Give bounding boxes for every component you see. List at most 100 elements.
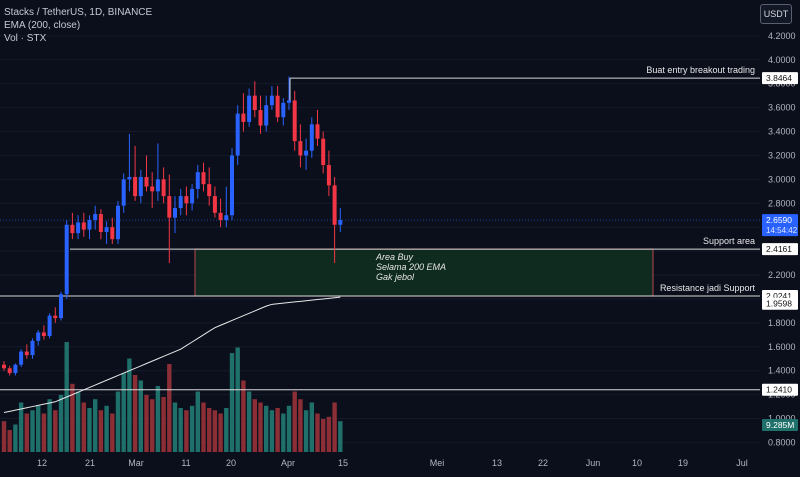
candle-body xyxy=(47,315,52,337)
volume-bar xyxy=(207,408,212,452)
candle-body xyxy=(258,110,263,126)
candle-body xyxy=(93,214,98,221)
price-axis-label: 4.2000 xyxy=(768,31,796,41)
volume-bar xyxy=(132,375,138,452)
volume-bar xyxy=(332,402,337,452)
volume-bar xyxy=(18,402,24,452)
price-axis-label: 4.0000 xyxy=(768,55,796,65)
candle-body xyxy=(264,105,269,126)
ema-200-line xyxy=(3,296,341,414)
volume-bar xyxy=(224,408,229,452)
candle-body xyxy=(218,212,223,221)
volume-bar xyxy=(246,391,252,452)
volume-bar xyxy=(58,394,64,452)
price-badge xyxy=(762,214,798,237)
candle-body xyxy=(41,332,46,337)
volume-bar xyxy=(235,347,240,452)
candle-body xyxy=(247,95,252,122)
volume-bar xyxy=(121,372,126,452)
volume-bar xyxy=(178,408,183,452)
volume-bar xyxy=(47,399,52,452)
volume-bar xyxy=(36,405,41,452)
candle-body xyxy=(110,227,115,240)
candle-body xyxy=(338,220,343,225)
price-axis-label: 3.6000 xyxy=(768,103,796,113)
volume-bar xyxy=(98,410,104,452)
buy-zone-text: Selama 200 EMA xyxy=(376,262,446,272)
volume-bar xyxy=(269,410,275,452)
volume-bar xyxy=(155,386,161,452)
time-axis-label: 13 xyxy=(492,458,502,468)
candle-body xyxy=(161,179,166,197)
candle-body xyxy=(281,102,286,118)
time-axis-label: 20 xyxy=(226,458,236,468)
volume-bar xyxy=(144,394,149,452)
time-axis-label: 10 xyxy=(632,458,642,468)
symbol-title[interactable]: Stacks / TetherUS, 1D, BINANCE xyxy=(4,7,153,18)
candle-body xyxy=(167,196,172,218)
candle-body xyxy=(269,95,274,106)
volume-bar xyxy=(70,383,75,452)
volume-indicator-label[interactable]: Vol · STX xyxy=(4,33,47,44)
candle-body xyxy=(53,315,58,319)
candle-body xyxy=(144,176,149,187)
volume-bar xyxy=(229,353,235,452)
candle-body xyxy=(133,176,138,197)
volume-bar xyxy=(326,416,332,452)
time-axis-label: 22 xyxy=(538,458,548,468)
volume-bar xyxy=(298,399,303,452)
candle-body xyxy=(121,179,126,206)
volume-bar xyxy=(167,364,172,452)
candle-body xyxy=(150,186,155,192)
candle-body xyxy=(298,141,303,156)
candle-body xyxy=(201,172,206,185)
price-badge-text: 1.9598 xyxy=(766,299,792,309)
volume-bar xyxy=(292,391,297,452)
volume-bar xyxy=(281,413,286,452)
currency-button[interactable]: USDT xyxy=(760,4,792,24)
candle-body xyxy=(116,205,120,240)
price-badge xyxy=(762,72,798,85)
candle-body xyxy=(104,227,109,232)
candle-body xyxy=(36,332,41,341)
price-axis-label: 1.8000 xyxy=(768,318,796,328)
candle-body xyxy=(178,196,183,209)
candle-body xyxy=(184,196,189,204)
candle-body xyxy=(287,100,291,103)
candle-body xyxy=(326,165,331,186)
candle-body xyxy=(64,224,69,295)
candle-body xyxy=(98,214,103,232)
price-axis-label: 3.2000 xyxy=(768,150,796,160)
volume-bar xyxy=(264,405,269,452)
volume-bar xyxy=(127,358,132,452)
candle-body xyxy=(81,222,86,230)
volume-bar xyxy=(172,402,178,452)
price-badge xyxy=(762,383,798,396)
volume-bar xyxy=(41,413,47,452)
candle-body xyxy=(190,188,195,204)
price-badge xyxy=(762,419,798,431)
candle-body xyxy=(59,294,63,319)
buy-zone-text: Gak jebol xyxy=(376,272,415,282)
volume-bar xyxy=(309,402,314,452)
price-axis-label: 3.4000 xyxy=(768,127,796,137)
candle-body xyxy=(195,172,200,189)
volume-bar xyxy=(87,408,92,452)
price-badge xyxy=(762,243,798,256)
volume-bar xyxy=(241,380,246,452)
countdown-text: 14:54:42 xyxy=(766,226,798,235)
candle-body xyxy=(292,100,297,142)
volume-bar xyxy=(201,402,206,452)
candle-body xyxy=(321,138,326,166)
volume-bar xyxy=(321,419,326,452)
candle-body xyxy=(252,95,257,111)
time-axis-label: 12 xyxy=(37,458,47,468)
candle-body xyxy=(207,184,212,197)
candle-body xyxy=(13,364,18,374)
candle-body xyxy=(87,220,92,230)
volume-bar xyxy=(1,421,7,452)
price-badge-text: 9.285M xyxy=(766,420,794,430)
ema-indicator-label[interactable]: EMA (200, close) xyxy=(4,20,81,31)
